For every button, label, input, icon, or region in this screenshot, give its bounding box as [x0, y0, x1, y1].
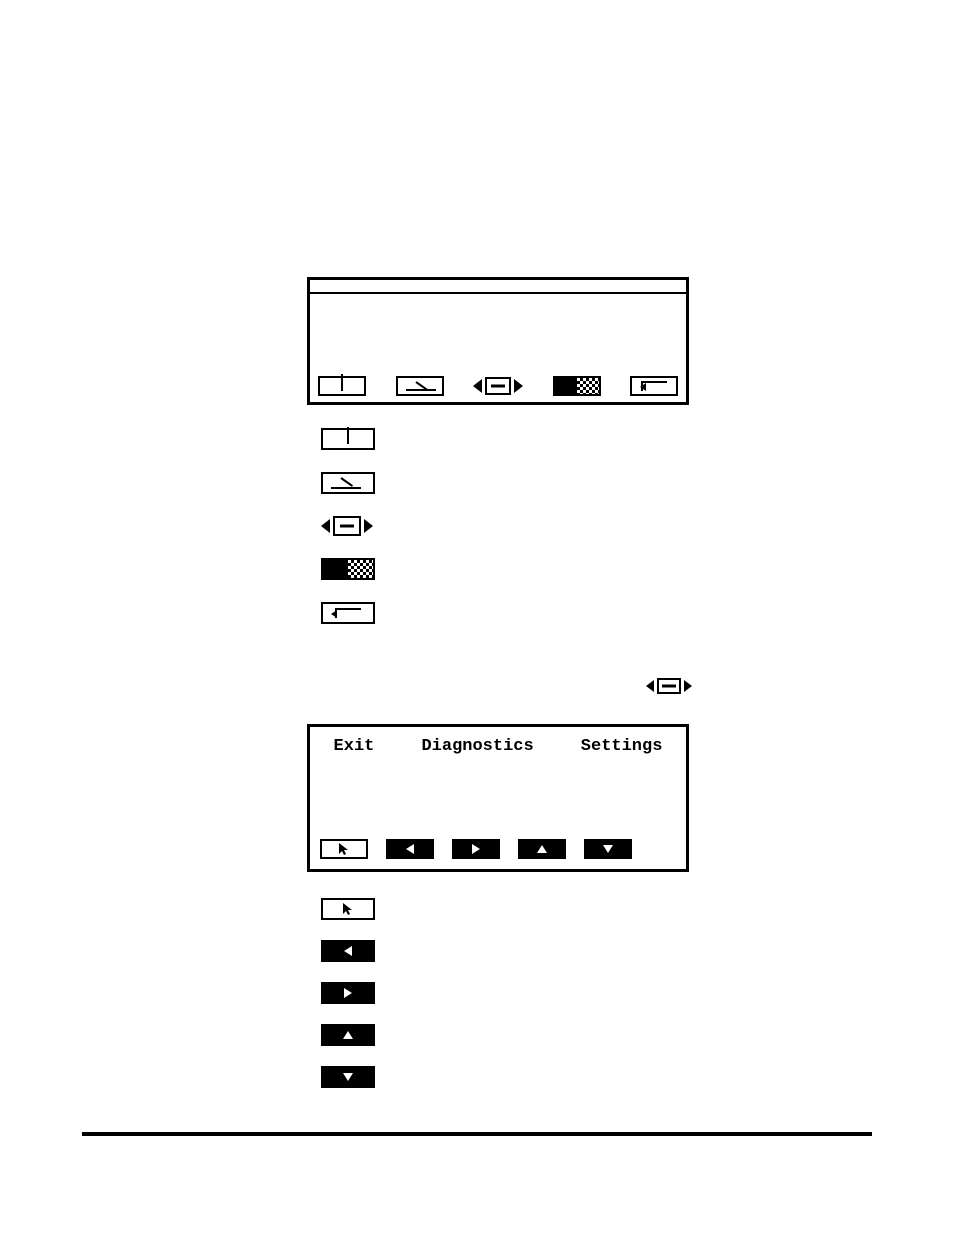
down-arrow-icon	[603, 845, 613, 853]
tools-legend-icon	[321, 516, 375, 536]
left-button[interactable]	[386, 839, 434, 859]
select-legend-icon	[321, 898, 375, 920]
back-legend-icon	[321, 602, 375, 624]
down-button[interactable]	[584, 839, 632, 859]
legend-2	[321, 898, 375, 1088]
info-legend-icon	[321, 428, 375, 450]
tools-right-arrow-icon	[514, 379, 523, 393]
tab-diagnostics[interactable]: Diagnostics	[421, 737, 533, 756]
info-button[interactable]	[318, 376, 366, 396]
tools-inline-icon	[646, 678, 692, 694]
up-button[interactable]	[518, 839, 566, 859]
footer-rule	[82, 1132, 872, 1136]
up-legend-icon	[321, 1024, 375, 1046]
select-button[interactable]	[320, 839, 368, 859]
park-button[interactable]	[396, 376, 444, 396]
panel-1-titlebar-divider	[310, 292, 686, 294]
right-arrow-icon	[472, 844, 480, 854]
checker-legend-icon	[321, 558, 375, 580]
panel-2-tabs: Exit Diagnostics Settings	[310, 737, 686, 756]
tools-center-icon	[485, 377, 511, 395]
cursor-icon	[336, 841, 352, 857]
back-button[interactable]	[630, 376, 678, 396]
park-legend-icon	[321, 472, 375, 494]
tools-button[interactable]	[473, 377, 523, 395]
checker-button[interactable]	[553, 376, 601, 396]
left-legend-icon	[321, 940, 375, 962]
panel-1-button-row	[310, 376, 686, 396]
right-button[interactable]	[452, 839, 500, 859]
panel-2: Exit Diagnostics Settings	[307, 724, 689, 872]
right-legend-icon	[321, 982, 375, 1004]
down-legend-icon	[321, 1066, 375, 1088]
panel-1	[307, 277, 689, 405]
tools-left-arrow-icon	[473, 379, 482, 393]
tab-settings[interactable]: Settings	[581, 737, 663, 756]
legend-1	[321, 428, 375, 624]
left-arrow-icon	[406, 844, 414, 854]
up-arrow-icon	[537, 845, 547, 853]
panel-2-button-row	[310, 839, 686, 859]
tab-exit[interactable]: Exit	[334, 737, 375, 756]
